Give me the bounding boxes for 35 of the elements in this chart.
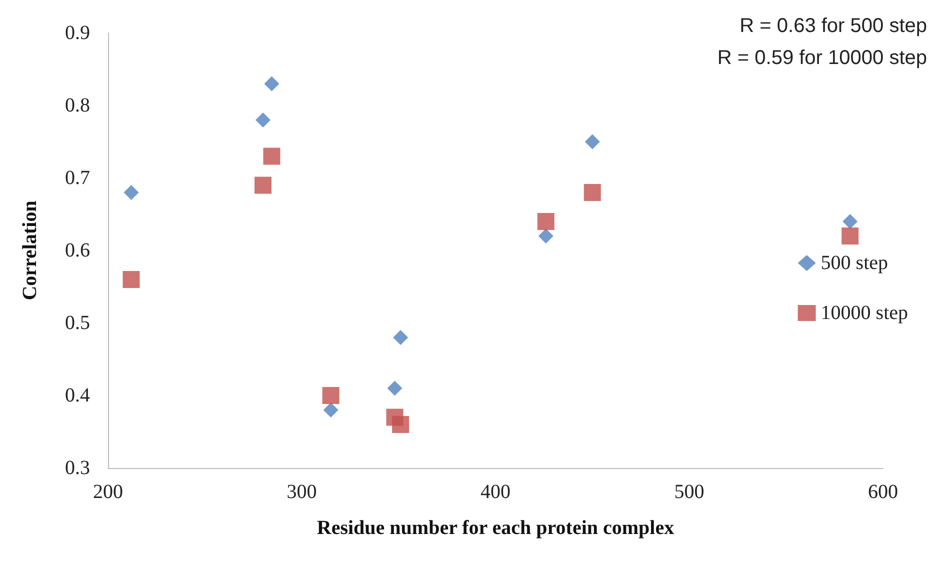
point	[254, 176, 272, 194]
point	[538, 228, 554, 244]
point	[323, 402, 338, 418]
y-tick-label: 0.6	[65, 240, 90, 262]
point	[122, 271, 140, 288]
point	[392, 416, 410, 433]
y-tick-label: 0.3	[65, 457, 90, 479]
y-tick-label: 0.9	[65, 22, 90, 44]
x-tick-label: 300	[286, 481, 317, 503]
point	[124, 185, 139, 200]
legend-label: 10000 step	[820, 302, 908, 324]
point	[263, 148, 280, 165]
x-tick-label: 500	[674, 481, 704, 503]
point	[264, 76, 280, 92]
y-axis-title: Correlation	[19, 200, 41, 300]
point	[537, 213, 554, 230]
point	[256, 112, 270, 128]
point	[842, 214, 858, 229]
y-tick-label: 0.7	[65, 167, 90, 189]
y-tick-label: 0.8	[65, 94, 90, 116]
point	[584, 184, 601, 201]
point	[387, 380, 402, 396]
annotation: R = 0.63 for 500 step	[740, 15, 927, 37]
x-tick-label: 600	[868, 481, 898, 503]
point	[322, 387, 340, 404]
y-tick-label: 0.5	[65, 312, 90, 334]
annotation: R = 0.59 for 10000 step	[717, 47, 928, 69]
y-tick-label: 0.4	[65, 384, 90, 406]
point	[584, 134, 600, 150]
x-axis-title: Residue number for each protein complex	[316, 517, 674, 539]
point	[842, 228, 859, 244]
x-tick-label: 200	[93, 481, 123, 503]
x-tick-label: 400	[480, 481, 510, 503]
legend-label: 500 step	[820, 252, 888, 274]
point	[393, 330, 408, 345]
